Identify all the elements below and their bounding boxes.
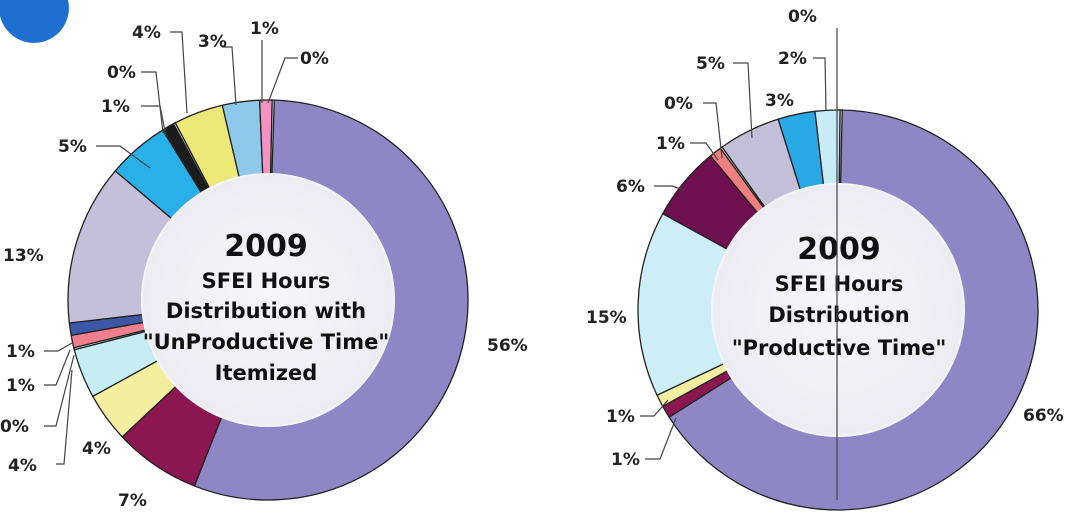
label-4pct-outer: 4%	[8, 456, 37, 476]
leader-line	[645, 418, 676, 459]
label-1pct: 1%	[656, 134, 685, 154]
leader-line	[268, 58, 298, 103]
label-1pct: 1%	[6, 342, 35, 362]
label-6pct: 6%	[616, 177, 645, 197]
title-left-line-4: "UnProductive Time"	[143, 330, 390, 354]
label-3pct: 3%	[198, 32, 227, 52]
leader-line	[733, 63, 752, 138]
label-4pct: 4%	[132, 23, 161, 43]
title-right-line-2: SFEI Hours	[775, 272, 904, 296]
title-left-line-2: SFEI Hours	[202, 269, 331, 293]
label-66pct: 66%	[1023, 406, 1064, 426]
label-0pct: 0%	[107, 63, 136, 83]
label-0pct: 0%	[664, 94, 693, 114]
label-7pct: 7%	[118, 491, 147, 511]
title-left-line-1: 2009	[224, 229, 308, 264]
label-15pct: 15%	[586, 308, 627, 328]
leader-line	[44, 350, 70, 385]
label-3pct: 3%	[765, 91, 794, 111]
label-1pct: 1%	[250, 19, 279, 39]
label-1pct: 1%	[606, 407, 635, 427]
label-5pct: 5%	[696, 54, 725, 74]
title-left-line-5: Itemized	[215, 361, 318, 385]
label-56pct: 56%	[487, 336, 528, 356]
label-1pct: 1%	[6, 376, 35, 396]
label-1pct: 1%	[611, 450, 640, 470]
label-4pct: 4%	[82, 439, 111, 459]
label-0pct: 0%	[300, 49, 329, 69]
title-right-line-3: Distribution	[768, 303, 909, 327]
label-1pct: 1%	[101, 97, 130, 117]
title-left-line-3: Distribution with	[166, 299, 366, 323]
leader-line	[141, 72, 163, 133]
leader-line	[813, 58, 826, 110]
label-5pct: 5%	[58, 137, 87, 157]
leader-line	[170, 32, 187, 113]
title-right-line-1: 2009	[797, 232, 881, 267]
leader-line	[44, 355, 74, 426]
corner-decoration	[0, 0, 69, 43]
label-0pct: 0%	[0, 417, 29, 437]
leader-line	[222, 47, 236, 105]
label-2pct: 2%	[778, 49, 807, 69]
label-0pct: 0%	[788, 7, 817, 27]
label-13pct: 13%	[3, 246, 44, 266]
leader-line	[44, 343, 72, 351]
title-right-line-4: "Productive Time"	[732, 336, 947, 360]
